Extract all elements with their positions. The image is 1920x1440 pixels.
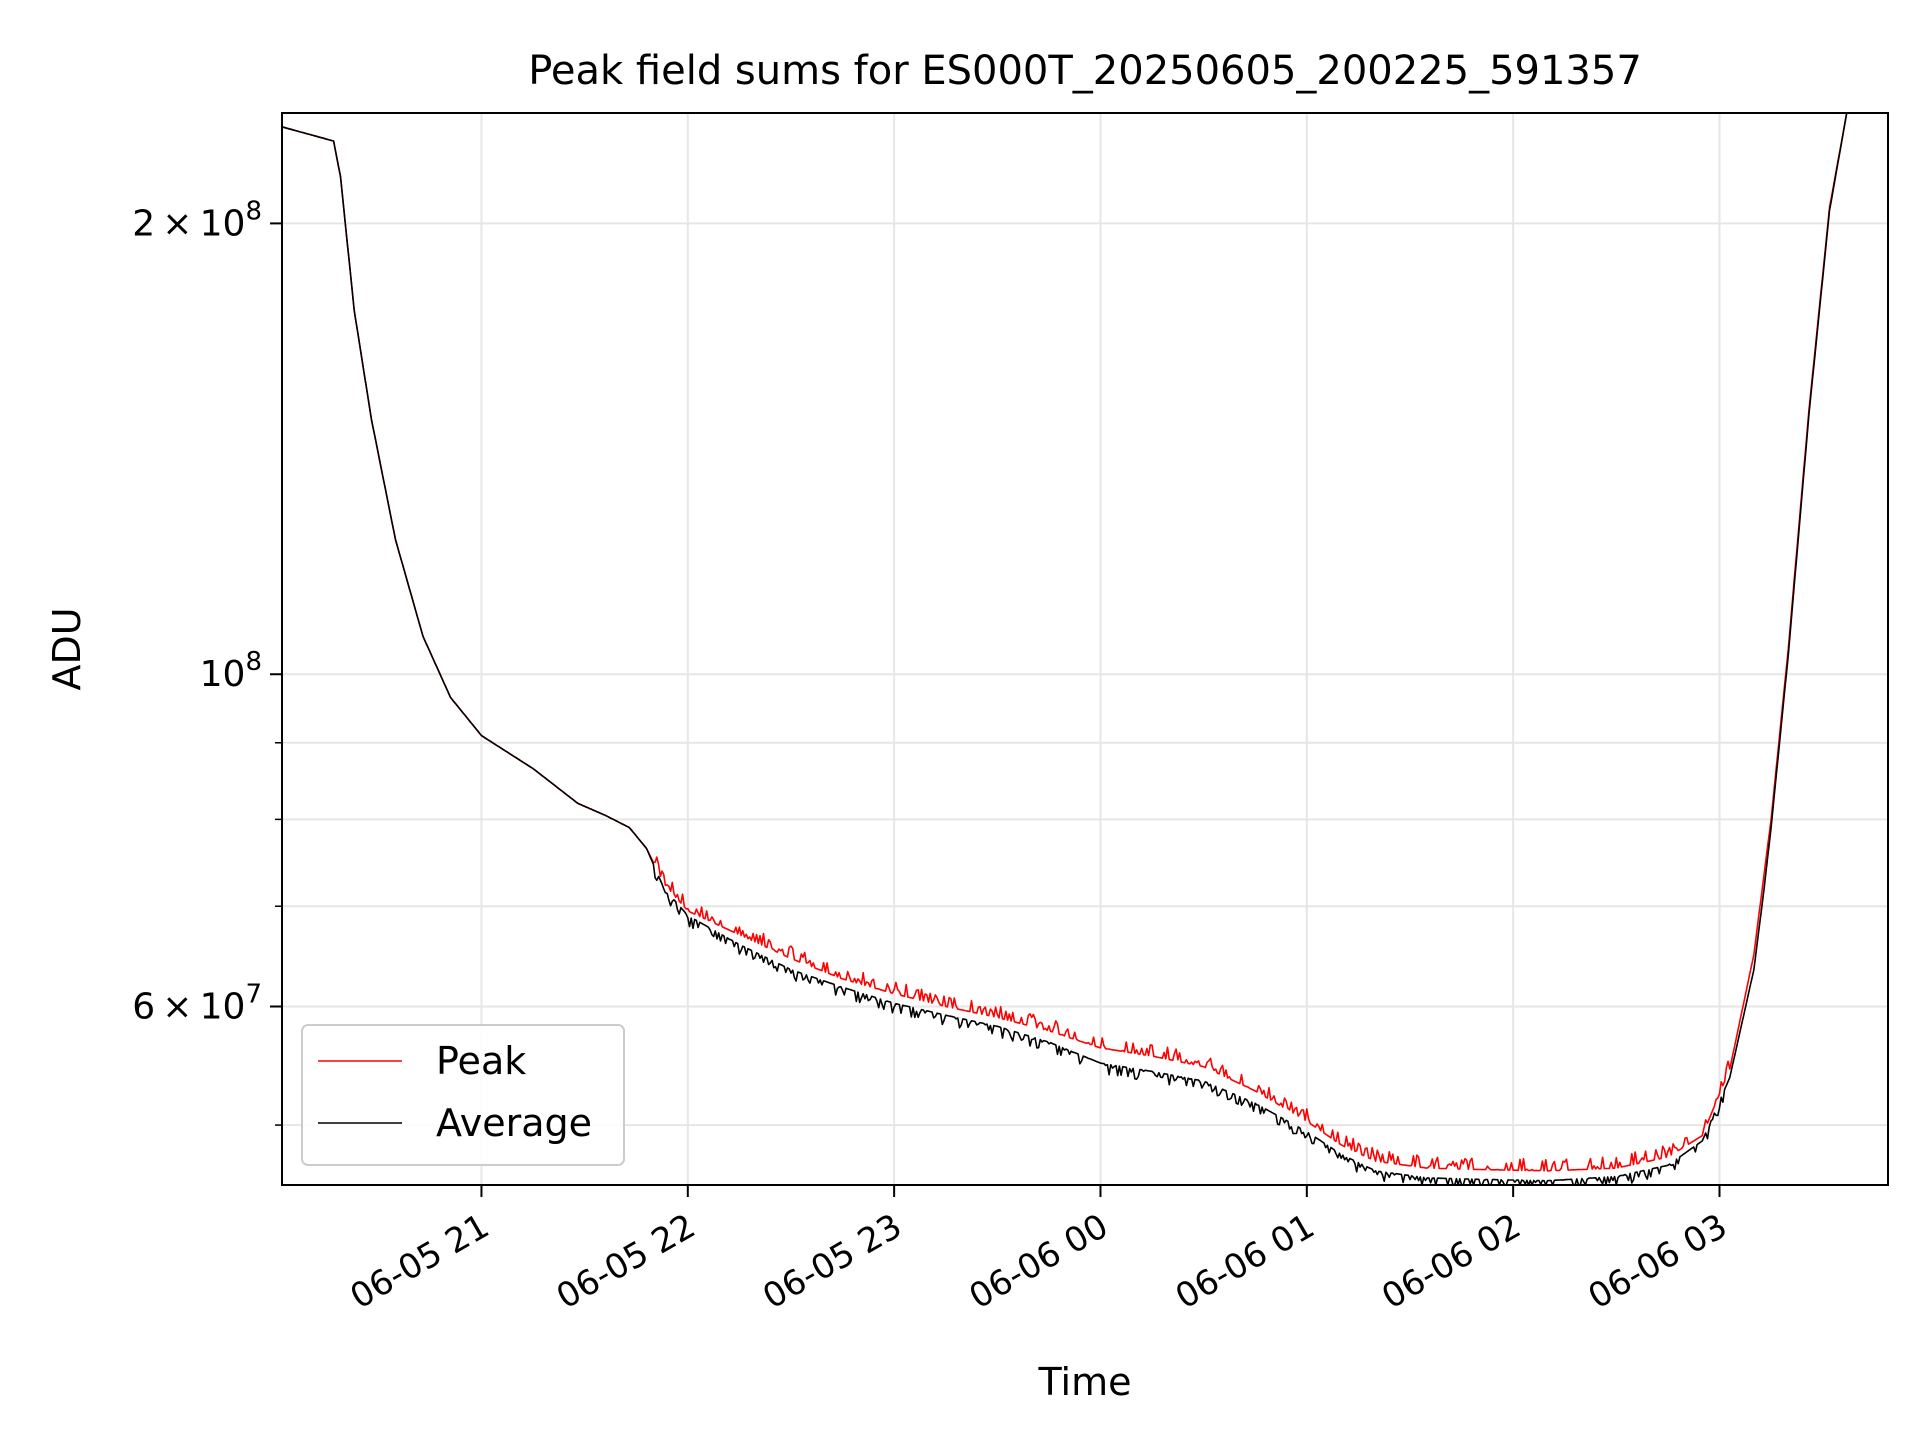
plot-frame xyxy=(281,112,1889,1186)
legend-box xyxy=(301,1024,625,1166)
chart-title: Peak field sums for ES000T_20250605_2002… xyxy=(528,48,1642,94)
y-axis-label: ADU xyxy=(45,607,89,690)
legend-label-peak: Peak xyxy=(436,1039,526,1083)
series-line-average xyxy=(281,112,1888,1186)
legend: Peak Average xyxy=(301,1024,625,1166)
series-layer xyxy=(281,112,1888,1186)
y-tick-label: 6 × 107 xyxy=(132,979,262,1027)
y-tick-label: 2 × 108 xyxy=(132,196,262,244)
y-tick-label: 108 xyxy=(200,647,262,695)
x-axis-label: Time xyxy=(1038,1360,1132,1404)
legend-label-average: Average xyxy=(436,1101,592,1145)
